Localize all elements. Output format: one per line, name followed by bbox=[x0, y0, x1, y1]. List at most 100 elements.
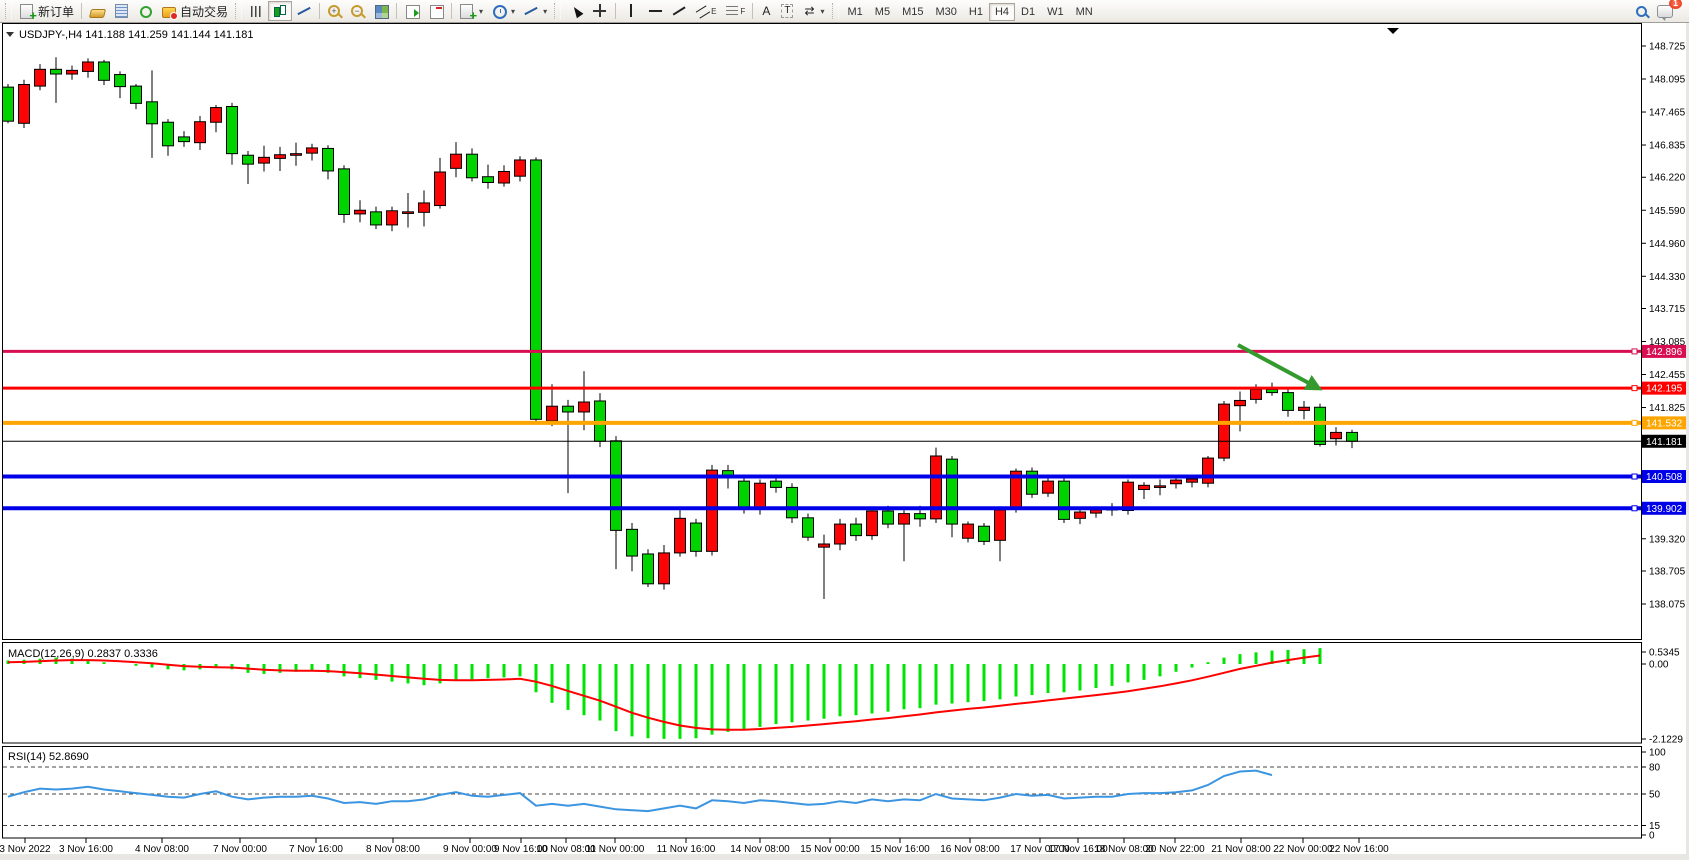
chart-plot-area[interactable] bbox=[2, 24, 1641, 639]
new-order-button[interactable]: 新订单 bbox=[15, 1, 78, 23]
clock-icon bbox=[493, 5, 508, 19]
price-tick-label: 146.835 bbox=[1649, 141, 1686, 152]
macd-tick-label: 0.00 bbox=[1649, 660, 1669, 671]
time-scale-area[interactable] bbox=[2, 839, 1641, 855]
period-button[interactable]: ▾ bbox=[487, 1, 519, 21]
candle-body bbox=[354, 209, 366, 215]
candlestick-chart-icon bbox=[272, 3, 288, 19]
zoom-out-button[interactable] bbox=[346, 1, 369, 21]
auto-trading-button[interactable]: 自动交易 bbox=[157, 1, 232, 21]
price-scale-area[interactable] bbox=[1642, 23, 1686, 838]
price-tick-label: 143.715 bbox=[1649, 304, 1686, 315]
separator bbox=[81, 3, 83, 19]
toolbar-grip bbox=[554, 3, 562, 19]
toolbar: 新订单 自动交易 ▾ ▾ ▾ E F A T ⇄ bbox=[0, 0, 1689, 23]
timeframe-W1[interactable]: W1 bbox=[1041, 3, 1070, 21]
cursor-button[interactable] bbox=[564, 1, 588, 21]
time-tick-label: 15 Nov 16:00 bbox=[870, 844, 930, 855]
gold-button[interactable] bbox=[85, 1, 109, 21]
auto-trading-icon bbox=[162, 7, 179, 20]
timeframe-M30[interactable]: M30 bbox=[929, 3, 962, 21]
horizontal-line-button[interactable] bbox=[643, 1, 667, 21]
price-badge-label: 141.532 bbox=[1646, 418, 1683, 429]
search-button[interactable] bbox=[1630, 1, 1653, 21]
time-scale[interactable]: 3 Nov 2022 3 Nov 16:00 4 Nov 08:00 7 Nov 00… bbox=[0, 838, 1389, 856]
time-tick-label: 3 Nov 16:00 bbox=[59, 844, 113, 855]
bar-chart-button[interactable] bbox=[245, 1, 268, 21]
timeframe-MN[interactable]: MN bbox=[1070, 3, 1099, 21]
news-button[interactable] bbox=[109, 1, 133, 21]
arrows-tool-button[interactable]: ⇄ ▾ bbox=[798, 1, 828, 21]
candle-body bbox=[242, 154, 254, 165]
separator bbox=[451, 3, 453, 19]
candle-body bbox=[1122, 481, 1134, 511]
text-tool-button[interactable]: A bbox=[756, 1, 776, 21]
auto-scroll-button[interactable] bbox=[400, 1, 424, 21]
text-label-button[interactable]: T bbox=[776, 1, 798, 21]
main-panel-border bbox=[2, 23, 1642, 640]
candle-body bbox=[1154, 485, 1166, 488]
candle-body bbox=[706, 469, 718, 552]
line-chart-button[interactable] bbox=[292, 1, 316, 21]
price-scale[interactable]: 148.725 148.095 147.465 146.835 146.220 145.5… bbox=[1641, 42, 1686, 611]
zoom-in-button[interactable] bbox=[323, 1, 346, 21]
time-tick-label: 22 Nov 16:00 bbox=[1329, 844, 1389, 855]
price-tick-label: 147.465 bbox=[1649, 108, 1686, 119]
trendline-button[interactable] bbox=[667, 1, 691, 21]
fibonacci-icon bbox=[726, 6, 739, 16]
chart-canvas: USDJPY-,H4 141.188 141.259 141.144 141.1… bbox=[0, 23, 1689, 860]
candle-body bbox=[562, 405, 574, 413]
candle-body bbox=[674, 517, 686, 554]
auto-trading-label: 自动交易 bbox=[180, 4, 229, 19]
macd-indicator: MACD(12,26,9) 0.2837 0.3336 0.53450.00 -2.… bbox=[6, 648, 1683, 746]
new-chart-button[interactable]: ▾ bbox=[455, 1, 487, 23]
time-tick-label: 14 Nov 08:00 bbox=[730, 844, 790, 855]
trend-arrow[interactable] bbox=[1237, 343, 1323, 391]
rsi-line bbox=[7, 769, 1273, 813]
timeframe-H4[interactable]: H4 bbox=[988, 2, 1016, 21]
candle-body bbox=[1058, 480, 1070, 520]
crosshair-button[interactable] bbox=[588, 1, 612, 21]
candle-body bbox=[530, 159, 542, 420]
candle-body bbox=[258, 156, 270, 164]
time-tick-label: 17 Nov 00:00 bbox=[1010, 844, 1070, 855]
time-tick-label: 3 Nov 2022 bbox=[0, 844, 51, 855]
timeframe-M5[interactable]: M5 bbox=[869, 3, 896, 21]
price-badge bbox=[1642, 416, 1686, 430]
signal-button[interactable] bbox=[133, 1, 157, 21]
candle-body bbox=[34, 68, 46, 87]
timeframe-M1[interactable]: M1 bbox=[842, 3, 869, 21]
time-tick-label: 11 Nov 16:00 bbox=[657, 844, 716, 855]
timeframe-D1[interactable]: D1 bbox=[1015, 3, 1041, 21]
template-button[interactable]: ▾ bbox=[519, 1, 551, 21]
candle-body bbox=[210, 107, 222, 123]
candle-body bbox=[690, 522, 702, 552]
timeframe-H1[interactable]: H1 bbox=[963, 3, 989, 21]
candle-body bbox=[802, 517, 814, 538]
price-badge bbox=[1642, 501, 1686, 515]
candle-body bbox=[626, 528, 638, 557]
fibonacci-button[interactable]: F bbox=[720, 1, 749, 21]
text-tool-icon: A bbox=[762, 4, 771, 18]
tile-windows-button[interactable] bbox=[369, 1, 393, 21]
vertical-line-button[interactable] bbox=[619, 1, 643, 21]
equidistant-channel-button[interactable]: E bbox=[691, 1, 720, 21]
price-badge bbox=[1642, 344, 1686, 358]
candle-body bbox=[1074, 511, 1086, 519]
timeframe-M15[interactable]: M15 bbox=[896, 3, 929, 21]
chart-shift-button[interactable] bbox=[424, 1, 448, 21]
candle-body bbox=[818, 543, 830, 548]
candle-body bbox=[1170, 479, 1182, 485]
notifications-button[interactable]: 1 bbox=[1653, 0, 1682, 21]
tile-windows-icon bbox=[375, 5, 390, 19]
candle-body bbox=[1042, 480, 1054, 494]
dropdown-arrow-icon: ▾ bbox=[479, 6, 484, 16]
toolbar-grip bbox=[5, 3, 12, 19]
macd-signal-line bbox=[7, 654, 1321, 731]
dropdown-arrow-icon: ▾ bbox=[820, 6, 825, 16]
candlestick-chart-button[interactable] bbox=[268, 1, 293, 21]
candle-body bbox=[178, 136, 190, 143]
candle-body bbox=[962, 523, 974, 539]
window-bottom-strip bbox=[0, 855, 1689, 860]
toolbar-grip bbox=[831, 3, 839, 19]
